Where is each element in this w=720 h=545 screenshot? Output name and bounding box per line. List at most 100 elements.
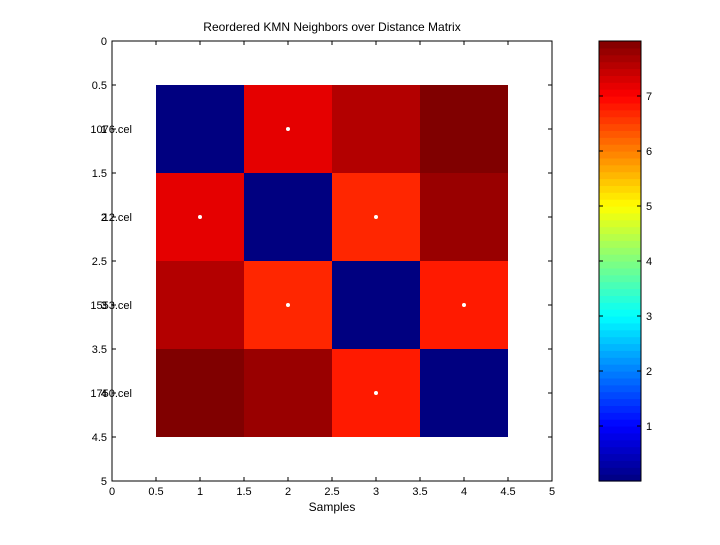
colorbar-band	[599, 130, 641, 138]
colorbar-band	[599, 68, 641, 76]
heatmap-cell	[420, 85, 508, 173]
colorbar-band	[599, 274, 641, 283]
row-sample-label: 1076.cel	[90, 124, 132, 136]
x-tick-label: 3.5	[412, 486, 427, 498]
colorbar-band	[599, 192, 641, 200]
colorbar-band	[599, 212, 641, 221]
colorbar-band	[599, 384, 641, 393]
x-tick-label: 0.5	[148, 486, 163, 498]
neighbor-marker	[374, 215, 378, 219]
colorbar-band	[599, 467, 641, 475]
chart-title: Reordered KMN Neighbors over Distance Ma…	[203, 20, 460, 34]
heatmap-cell	[244, 173, 332, 261]
colorbar-band	[599, 219, 641, 228]
colorbar-band	[599, 398, 641, 406]
colorbar-band	[599, 309, 641, 317]
colorbar-band	[599, 460, 641, 468]
colorbar-band	[599, 164, 641, 173]
heatmap-cell	[156, 349, 244, 437]
colorbar-band	[599, 412, 641, 420]
colorbar-band	[599, 391, 641, 400]
colorbar-band	[599, 41, 641, 49]
row-tick-label: 3	[101, 300, 107, 312]
colorbar-band	[599, 288, 641, 296]
y-tick-label: 5	[101, 476, 107, 488]
heatmap-cell	[244, 349, 332, 437]
heatmap-cell	[420, 173, 508, 261]
row-tick-label: 4	[101, 388, 107, 400]
neighbor-marker	[462, 303, 466, 307]
colorbar-band	[599, 151, 641, 159]
colorbar-band	[599, 439, 641, 448]
colorbar-band	[599, 171, 641, 180]
heatmap-cell	[156, 261, 244, 349]
neighbor-marker	[374, 391, 378, 395]
colorbar-tick-label: 7	[646, 91, 652, 103]
heatmap-cell	[156, 85, 244, 173]
x-tick-label: 0	[109, 486, 115, 498]
colorbar-band	[599, 47, 641, 56]
colorbar-band	[599, 185, 641, 193]
colorbar-band	[599, 281, 641, 290]
colorbar-band	[599, 206, 641, 214]
heatmap-cells	[156, 85, 508, 437]
colorbar-band	[599, 350, 641, 358]
x-tick-label: 1	[197, 486, 203, 498]
colorbar-band	[599, 199, 641, 207]
row-tick-label: 2	[101, 212, 107, 224]
colorbar-band	[599, 89, 641, 97]
colorbar-band	[599, 377, 641, 386]
colorbar-band	[599, 102, 641, 111]
x-tick-label: 2	[285, 486, 291, 498]
colorbar-band	[599, 226, 641, 235]
colorbar-band	[599, 61, 641, 70]
colorbar-band	[599, 137, 641, 145]
colorbar-band	[599, 54, 641, 63]
row-sample-label: 12.cel	[103, 212, 132, 224]
x-tick-label: 2.5	[324, 486, 339, 498]
row-tick-label: 1	[101, 124, 107, 136]
row-sample-label: 1553.cel	[90, 300, 132, 312]
y-axis-ticks: 0 0.5 1 1.5 2 2.5 3 3.5 4 4.5 5	[92, 36, 552, 488]
y-tick-label: 3	[101, 300, 107, 312]
y-tick-label: 4	[101, 388, 107, 400]
row-sample-label: 1750.cel	[90, 388, 132, 400]
colorbar-band	[599, 453, 641, 461]
colorbar-band	[599, 295, 641, 303]
colorbar-band	[599, 96, 641, 104]
colorbar-band	[599, 261, 641, 269]
colorbar-band	[599, 267, 641, 276]
colorbar-tick-label: 6	[646, 146, 652, 158]
colorbar-band	[599, 240, 641, 248]
colorbar-tick-label: 4	[646, 256, 652, 268]
y-tick-label: 1.5	[92, 168, 107, 180]
colorbar-tick-label: 5	[646, 201, 652, 213]
neighbor-marker	[198, 215, 202, 219]
colorbar-band	[599, 233, 641, 241]
neighbor-markers	[198, 127, 466, 395]
colorbar-band	[599, 109, 641, 118]
y-tick-label: 2	[101, 212, 107, 224]
colorbar-band	[599, 322, 641, 331]
heatmap-cell	[332, 261, 420, 349]
colorbar-band	[599, 116, 641, 125]
y-tick-label: 3.5	[92, 344, 107, 356]
colorbar-band	[599, 336, 641, 345]
colorbar-tick-label: 3	[646, 311, 652, 323]
colorbar-band	[599, 178, 641, 186]
colorbar-band	[599, 474, 641, 482]
y-tick-label: 0.5	[92, 80, 107, 92]
y-tick-label: 4.5	[92, 432, 107, 444]
colorbar-band	[599, 343, 641, 351]
x-tick-label: 3	[373, 486, 379, 498]
neighbor-marker	[286, 303, 290, 307]
colorbar-band	[599, 364, 641, 372]
colorbar-band	[599, 302, 641, 310]
colorbar-band	[599, 157, 641, 166]
colorbar-band	[599, 254, 641, 262]
colorbar-band	[599, 432, 641, 441]
colorbar-band	[599, 75, 641, 83]
colorbar-band	[599, 316, 641, 324]
y-tick-label: 1	[101, 124, 107, 136]
